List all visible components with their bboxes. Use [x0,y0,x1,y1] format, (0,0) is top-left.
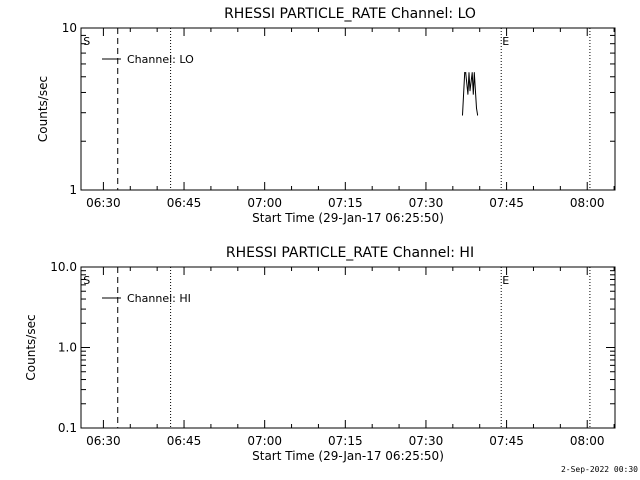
data-point [472,93,474,95]
data-point [468,72,470,74]
x-tick-label: 08:00 [570,196,605,210]
x-tick-label: 07:15 [328,434,363,448]
legend-label: Channel: LO [127,53,194,66]
start-marker-label: S [83,35,90,48]
data-point [469,90,471,92]
x-tick-label: 06:45 [167,196,202,210]
x-axis-label: Start Time (29-Jan-17 06:25:50) [252,449,444,463]
start-marker-label: S [83,274,90,287]
x-tick-label: 06:30 [86,196,121,210]
x-tick-label: 06:30 [86,434,121,448]
series-line [462,72,479,116]
x-tick-label: 07:30 [409,434,444,448]
y-axis-label: Counts/sec [24,314,38,380]
data-point [467,93,469,95]
chart-title: RHESSI PARTICLE_RATE Channel: HI [226,245,474,261]
y-tick-label: 10 [62,21,77,35]
data-point [475,107,477,109]
chart-panel-1: RHESSI PARTICLE_RATE Channel: LO 06:30 06:… [36,6,616,225]
data-point [477,114,479,116]
data-point [465,72,467,74]
y-axis-label: Counts/sec [36,76,50,142]
data-point [464,72,466,74]
end-marker-label: E [502,35,509,48]
x-tick-label: 07:45 [489,434,524,448]
data-point [471,72,473,74]
plot-frame [80,27,616,191]
x-tick-label: 06:45 [167,434,202,448]
x-tick-label: 07:00 [247,196,282,210]
chart-panel-2: RHESSI PARTICLE_RATE Channel: HI 06:30 06:… [24,245,616,463]
x-tick-label: 08:00 [570,434,605,448]
y-tick-label: 1.0 [58,341,77,355]
x-tick-label: 07:45 [489,196,524,210]
timestamp-stamp: 2-Sep-2022 00:30 [560,465,638,474]
end-marker-label: E [502,274,509,287]
x-tick-label: 07:15 [328,196,363,210]
y-tick-label: 0.1 [58,421,77,435]
y-tick-label: 1 [69,183,77,197]
data-point [473,72,475,74]
x-tick-label: 07:30 [409,196,444,210]
legend-label: Channel: HI [127,292,191,305]
chart-title: RHESSI PARTICLE_RATE Channel: LO [224,6,476,22]
y-tick-label: 10.0 [50,260,77,274]
x-tick-label: 07:00 [247,434,282,448]
x-axis-label: Start Time (29-Jan-17 06:25:50) [252,211,444,225]
data-point [462,114,464,116]
